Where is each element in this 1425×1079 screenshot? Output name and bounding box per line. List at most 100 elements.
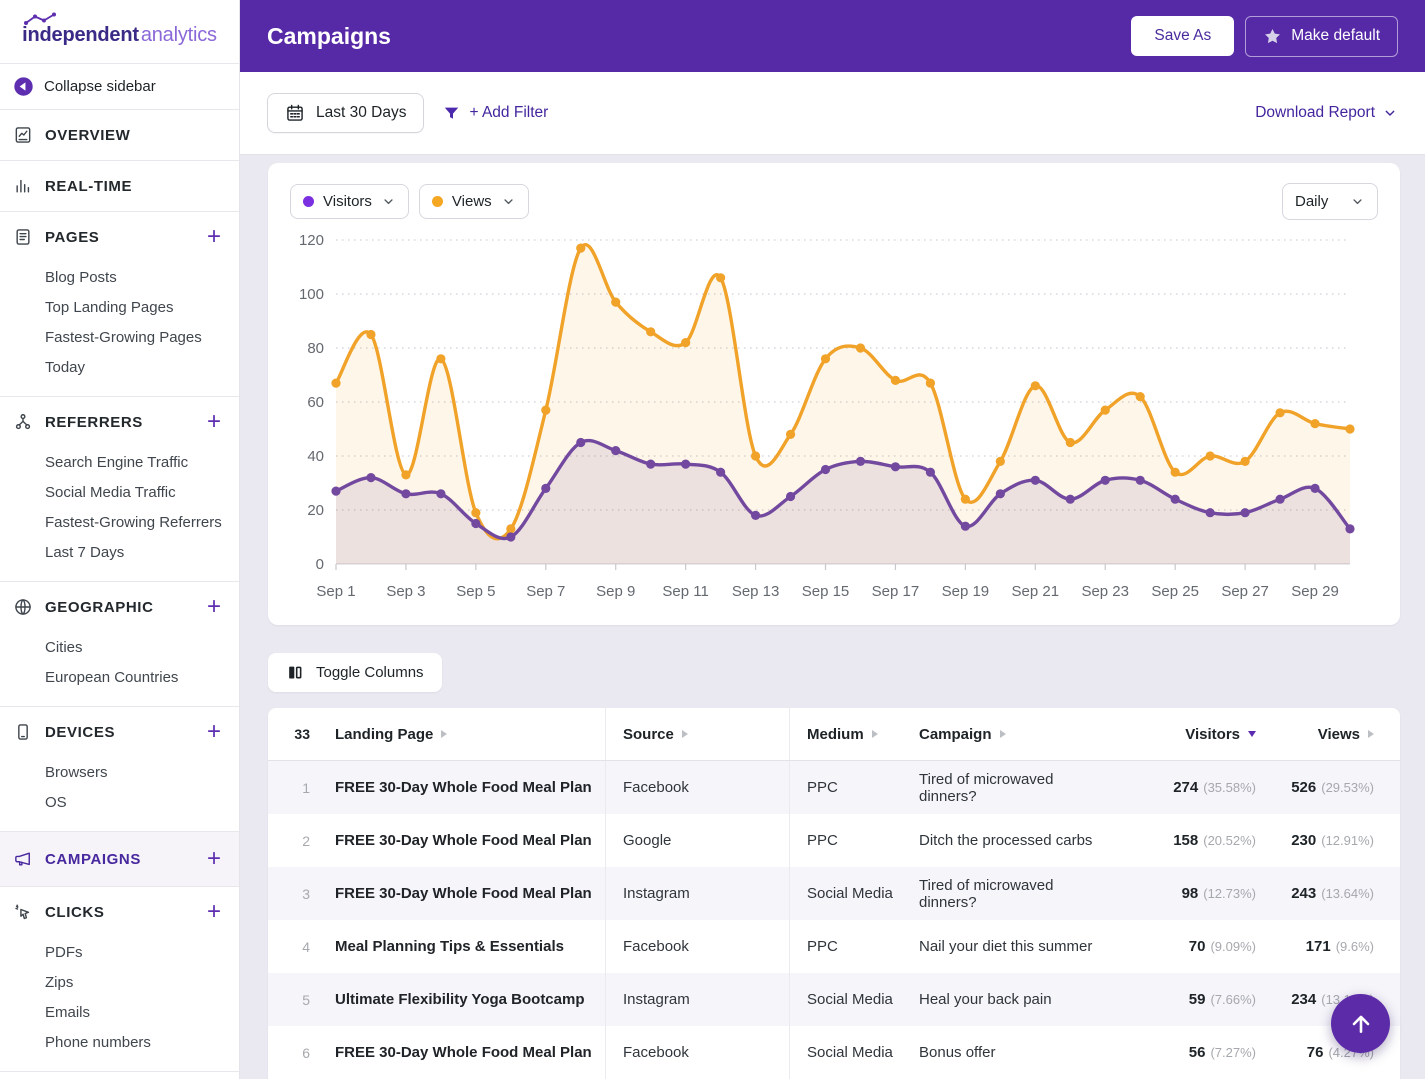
download-report-button[interactable]: Download Report bbox=[1255, 104, 1398, 122]
sidebar-section-overview: OVERVIEW bbox=[0, 110, 239, 161]
visitors-metric-dropdown[interactable]: Visitors bbox=[290, 184, 409, 219]
sidebar-item-real-time[interactable]: REAL-TIME bbox=[0, 161, 239, 211]
views-percent: (29.53%) bbox=[1321, 780, 1374, 795]
sidebar-item-devices[interactable]: DEVICES+ bbox=[0, 707, 239, 757]
make-default-button[interactable]: Make default bbox=[1245, 16, 1398, 57]
sidebar-item-referrers[interactable]: REFERRERS + bbox=[0, 397, 239, 447]
sidebar-subitem[interactable]: Social Media Traffic bbox=[0, 477, 239, 507]
sidebar-subitem[interactable]: OS bbox=[0, 787, 239, 817]
row-count: 33 bbox=[268, 708, 318, 760]
sidebar-subitem[interactable]: Browsers bbox=[0, 757, 239, 787]
cell-medium: Social Media bbox=[790, 973, 902, 1026]
svg-text:20: 20 bbox=[307, 502, 324, 519]
sidebar-subitem[interactable]: Today bbox=[0, 352, 239, 382]
sidebar-item-label: REFERRERS bbox=[45, 414, 193, 431]
cell-visitors: 70(9.09%) bbox=[1110, 920, 1262, 973]
save-as-button[interactable]: Save As bbox=[1131, 16, 1234, 56]
cell-views: 230(12.91%) bbox=[1262, 814, 1400, 867]
sidebar-subitem[interactable]: Fastest-Growing Referrers bbox=[0, 507, 239, 537]
sidebar-subitems-geographic: CitiesEuropean Countries bbox=[0, 632, 239, 706]
cell-medium: Social Media bbox=[790, 867, 902, 920]
sidebar-item-overview[interactable]: OVERVIEW bbox=[0, 110, 239, 160]
column-header-source[interactable]: Source bbox=[606, 708, 790, 760]
sidebar-item-label: REAL-TIME bbox=[45, 178, 223, 195]
add-filter-label: + Add Filter bbox=[469, 104, 548, 122]
add-campaigns-report-button[interactable]: + bbox=[205, 847, 223, 871]
table-row[interactable]: 3FREE 30-Day Whole Food Meal PlanInstagr… bbox=[268, 867, 1400, 920]
svg-text:Sep 9: Sep 9 bbox=[596, 583, 635, 600]
sidebar-subitem[interactable]: European Countries bbox=[0, 662, 239, 692]
sidebar-section-geographic: GEOGRAPHIC+CitiesEuropean Countries bbox=[0, 582, 239, 707]
table-row[interactable]: 6FREE 30-Day Whole Food Meal PlanFaceboo… bbox=[268, 1026, 1400, 1079]
sidebar-subitem[interactable]: Zips bbox=[0, 967, 239, 997]
table-body: 1FREE 30-Day Whole Food Meal PlanFaceboo… bbox=[268, 761, 1400, 1079]
svg-text:Sep 19: Sep 19 bbox=[942, 583, 990, 600]
views-value: 171 bbox=[1306, 938, 1331, 955]
svg-text:Sep 11: Sep 11 bbox=[662, 583, 708, 600]
toggle-columns-button[interactable]: Toggle Columns bbox=[268, 653, 442, 692]
views-metric-dropdown[interactable]: Views bbox=[419, 184, 529, 219]
column-header-campaign[interactable]: Campaign bbox=[902, 708, 1110, 760]
column-header-medium[interactable]: Medium bbox=[790, 708, 902, 760]
add-pages-report-button[interactable]: + bbox=[205, 225, 223, 249]
date-range-button[interactable]: Last 30 Days bbox=[267, 93, 424, 133]
column-header-visitors[interactable]: Visitors bbox=[1110, 708, 1262, 760]
date-range-label: Last 30 Days bbox=[316, 104, 406, 122]
interval-dropdown[interactable]: Daily bbox=[1282, 183, 1378, 220]
cell-campaign: Ditch the processed carbs bbox=[902, 814, 1110, 867]
chevron-down-icon bbox=[1350, 194, 1365, 209]
sidebar-subitem[interactable]: Last 7 Days bbox=[0, 537, 239, 567]
svg-text:Sep 3: Sep 3 bbox=[386, 583, 425, 600]
toolbar: Last 30 Days + Add Filter Download Repor… bbox=[240, 72, 1425, 155]
visitors-percent: (7.27%) bbox=[1210, 1045, 1256, 1060]
sort-desc-icon bbox=[1248, 731, 1256, 737]
page-title: Campaigns bbox=[267, 23, 1131, 50]
table-row[interactable]: 2FREE 30-Day Whole Food Meal PlanGoogleP… bbox=[268, 814, 1400, 867]
sidebar-subitem[interactable]: Emails bbox=[0, 997, 239, 1027]
sidebar-subitem[interactable]: Fastest-Growing Pages bbox=[0, 322, 239, 352]
cell-campaign: Tired of microwaved dinners? bbox=[902, 761, 1110, 814]
sidebar-subitem[interactable]: PDFs bbox=[0, 937, 239, 967]
cell-visitors: 274(35.58%) bbox=[1110, 761, 1262, 814]
scroll-to-top-button[interactable] bbox=[1331, 994, 1390, 1053]
sidebar-item-geographic[interactable]: GEOGRAPHIC+ bbox=[0, 582, 239, 632]
column-header-views[interactable]: Views bbox=[1262, 708, 1400, 760]
sidebar-subitem[interactable]: Search Engine Traffic bbox=[0, 447, 239, 477]
app: independentanalytics Collapse sidebar OV… bbox=[0, 0, 1425, 1079]
visitors-value: 158 bbox=[1173, 832, 1198, 849]
sidebar-subitems-devices: BrowsersOS bbox=[0, 757, 239, 831]
sidebar-subitem[interactable]: Cities bbox=[0, 632, 239, 662]
sidebar-section-real-time: REAL-TIME bbox=[0, 161, 239, 212]
sidebar-item-pages[interactable]: PAGES + bbox=[0, 212, 239, 262]
sidebar-subitem[interactable]: Top Landing Pages bbox=[0, 292, 239, 322]
table-row[interactable]: 1FREE 30-Day Whole Food Meal PlanFaceboo… bbox=[268, 761, 1400, 814]
sidebar-subitem[interactable]: Blog Posts bbox=[0, 262, 239, 292]
toggle-columns-label: Toggle Columns bbox=[316, 664, 424, 681]
add-devices-report-button[interactable]: + bbox=[205, 720, 223, 744]
sidebar-subitem[interactable]: Phone numbers bbox=[0, 1027, 239, 1057]
visitors-value: 59 bbox=[1189, 991, 1206, 1008]
table-row[interactable]: 5Ultimate Flexibility Yoga BootcampInsta… bbox=[268, 973, 1400, 1026]
geographic-icon bbox=[13, 597, 33, 617]
add-referrers-report-button[interactable]: + bbox=[205, 410, 223, 434]
logo: independentanalytics bbox=[0, 0, 239, 64]
cell-medium: PPC bbox=[790, 920, 902, 973]
svg-text:Sep 5: Sep 5 bbox=[456, 583, 495, 600]
topbar: Campaigns Save As Make default bbox=[240, 0, 1425, 72]
clicks-icon bbox=[13, 902, 33, 922]
sidebar-item-clicks[interactable]: CLICKS+ bbox=[0, 887, 239, 937]
row-number: 2 bbox=[268, 814, 318, 867]
collapse-sidebar-button[interactable]: Collapse sidebar bbox=[0, 64, 239, 110]
sidebar-item-campaigns[interactable]: CAMPAIGNS+ bbox=[0, 832, 239, 886]
table-row[interactable]: 4Meal Planning Tips & EssentialsFacebook… bbox=[268, 920, 1400, 973]
add-clicks-report-button[interactable]: + bbox=[205, 900, 223, 924]
chevron-down-icon bbox=[1382, 105, 1398, 121]
overview-icon bbox=[13, 125, 33, 145]
add-filter-button[interactable]: + Add Filter bbox=[442, 104, 548, 123]
sidebar-section-referrers: REFERRERS + Search Engine TrafficSocial Me… bbox=[0, 397, 239, 582]
sidebar-item-label: PAGES bbox=[45, 229, 193, 246]
column-header-landing-page[interactable]: Landing Page bbox=[318, 708, 606, 760]
column-header-label: Visitors bbox=[1185, 726, 1240, 743]
add-geographic-report-button[interactable]: + bbox=[205, 595, 223, 619]
logo-bold: independent bbox=[22, 24, 139, 46]
